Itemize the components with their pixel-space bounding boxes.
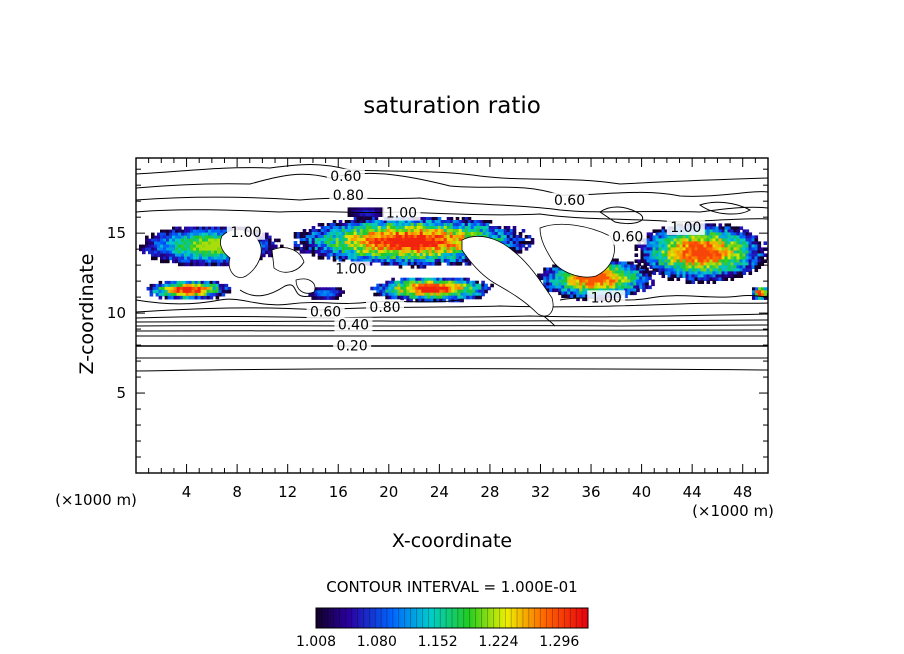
x-tick-label: 12 <box>278 483 297 501</box>
x-axis-unit-right: (×1000 m) <box>692 502 774 520</box>
x-tick-label: 48 <box>733 483 752 501</box>
contour-labels: 0.60 0.80 0.60 1.00 1.00 0.60 1.00 1.00 1.00 0.80… <box>226 168 705 354</box>
colorbar: 1.008 1.080 1.152 1.224 1.296 <box>296 607 589 650</box>
contour-label: 0.60 <box>330 169 361 185</box>
y-tick-label: 10 <box>107 304 126 322</box>
colorbar-tick-label: 1.224 <box>478 634 518 650</box>
contour-interval-text: CONTOUR INTERVAL = 1.000E-01 <box>326 578 577 596</box>
chart-title: saturation ratio <box>363 93 541 119</box>
y-axis-label: Z-coordinate <box>76 254 98 375</box>
x-tick-label: 44 <box>683 483 702 501</box>
cloud-region <box>634 223 768 284</box>
contour-label: 0.60 <box>612 230 643 246</box>
x-axis-label: X-coordinate <box>392 530 512 552</box>
contour-label: 1.00 <box>670 220 701 236</box>
contour-label: 1.00 <box>230 225 261 241</box>
unsaturated-gaps <box>220 223 615 317</box>
contour-label: 1.00 <box>335 262 366 278</box>
contour-label: 0.80 <box>369 300 400 316</box>
contour-label: 0.40 <box>338 317 369 333</box>
x-tick-label: 8 <box>232 483 242 501</box>
x-tick-label: 24 <box>430 483 449 501</box>
contour-label: 0.80 <box>333 188 364 204</box>
colorbar-tick-label: 1.008 <box>296 634 336 650</box>
contour-label: 0.60 <box>310 305 341 321</box>
x-tick-label: 16 <box>329 483 348 501</box>
colorbar-tick-label: 1.152 <box>418 634 458 650</box>
x-tick-label: 4 <box>182 483 192 501</box>
contour-label: 1.00 <box>591 290 622 306</box>
x-tick-label: 28 <box>480 483 499 501</box>
cloud-region <box>146 280 232 300</box>
x-tick-label: 36 <box>581 483 600 501</box>
colorbar-tick-label: 1.296 <box>539 634 579 650</box>
x-tick-label: 32 <box>531 483 550 501</box>
x-tick-label: 20 <box>379 483 398 501</box>
cloud-region <box>370 277 494 303</box>
y-axis-ticks: 5 10 15 <box>107 168 768 458</box>
x-axis-unit-left: (×1000 m) <box>55 491 137 509</box>
contour-label: 0.20 <box>337 338 368 354</box>
x-axis-ticks: 4 8 12 16 20 24 28 32 36 40 44 48 <box>148 158 756 501</box>
contour-label: 1.00 <box>386 206 417 222</box>
colorbar-tick-label: 1.080 <box>357 634 397 650</box>
plot-area: 0.60 0.80 0.60 1.00 1.00 0.60 1.00 1.00 1.00 0.80… <box>107 157 769 501</box>
y-tick-label: 5 <box>116 384 126 402</box>
x-tick-label: 40 <box>632 483 651 501</box>
y-tick-label: 15 <box>107 224 126 242</box>
contour-label: 0.60 <box>554 193 585 209</box>
cloud-region <box>308 287 345 300</box>
